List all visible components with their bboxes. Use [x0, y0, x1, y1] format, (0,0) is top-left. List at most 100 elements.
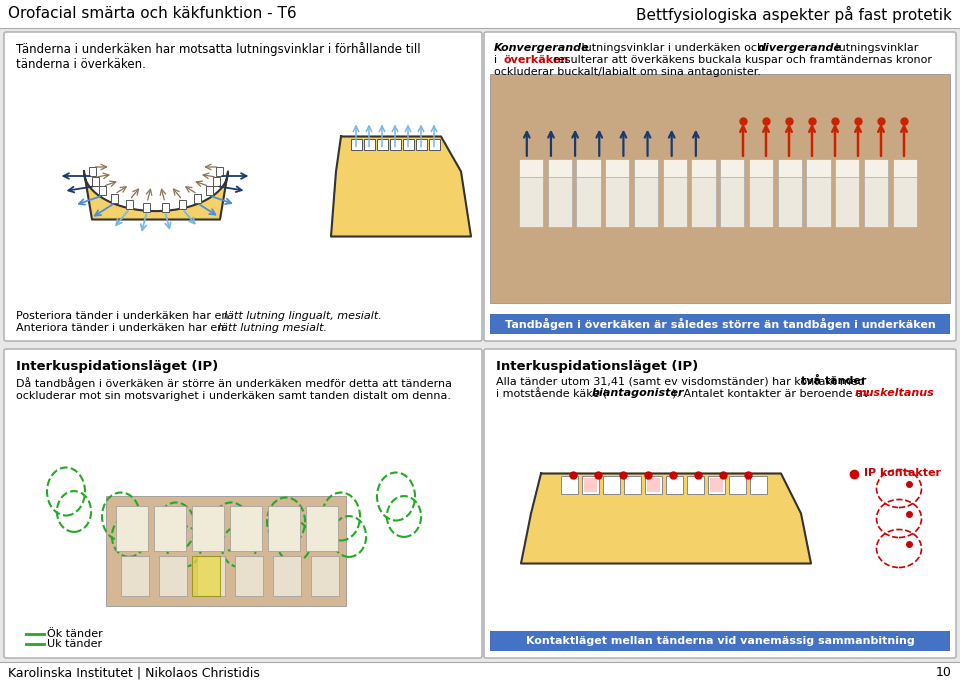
Bar [864, 177, 888, 227]
Bar [213, 177, 220, 186]
Bar [192, 506, 224, 551]
Text: Bettfysiologiska aspekter på fast protetik: Bettfysiologiska aspekter på fast protet… [636, 5, 952, 23]
Bar [634, 159, 659, 223]
FancyBboxPatch shape [484, 32, 956, 341]
Bar [547, 159, 572, 223]
Bar [230, 506, 262, 551]
Bar [403, 138, 414, 150]
Polygon shape [331, 137, 471, 237]
Bar [216, 167, 223, 176]
Text: Interkuspidationsläget (IP): Interkuspidationsläget (IP) [496, 360, 698, 373]
Bar [749, 177, 773, 227]
Text: Ök tänder: Ök tänder [47, 629, 103, 639]
Bar [268, 506, 300, 551]
Polygon shape [521, 473, 811, 564]
Bar [364, 138, 375, 150]
Bar [750, 475, 767, 493]
Text: överkäken: överkäken [504, 55, 569, 65]
Bar [518, 159, 543, 223]
Bar [806, 159, 830, 223]
Bar [518, 177, 543, 227]
Bar [778, 159, 802, 223]
Text: Tänderna i underkäken har motsatta lutningsvinklar i förhållande till
tänderna i: Tänderna i underkäken har motsatta lutni… [16, 42, 420, 71]
Bar [490, 314, 950, 334]
Bar [205, 187, 213, 196]
Bar [99, 187, 107, 196]
Bar [893, 159, 917, 223]
Bar [92, 177, 99, 186]
Bar [835, 159, 859, 223]
Bar [605, 177, 630, 227]
Text: IP kontakter: IP kontakter [864, 469, 941, 479]
Bar [835, 177, 859, 227]
Text: resulterar att överkäkens buckala kuspar och framtändernas kronor: resulterar att överkäkens buckala kuspar… [550, 55, 932, 65]
FancyBboxPatch shape [4, 349, 482, 658]
Bar [720, 159, 744, 223]
Bar [273, 556, 301, 596]
Bar [687, 475, 704, 493]
Bar [864, 159, 888, 223]
Bar [710, 477, 723, 492]
Bar [584, 477, 597, 492]
Bar [582, 475, 599, 493]
Text: Anteriora tänder i underkäken har en: Anteriora tänder i underkäken har en [16, 323, 228, 333]
Bar [645, 475, 662, 493]
Text: lätt lutning mesialt.: lätt lutning mesialt. [218, 323, 327, 333]
FancyBboxPatch shape [484, 349, 956, 658]
Text: Då tandbågen i överkäken är större än underkäken medför detta att tänderna
ocklu: Då tandbågen i överkäken är större än un… [16, 377, 452, 401]
Text: biantagonister: biantagonister [592, 388, 684, 398]
Text: Orofacial smärta och käkfunktion - T6: Orofacial smärta och käkfunktion - T6 [8, 7, 297, 21]
Bar [662, 177, 687, 227]
Bar [311, 556, 339, 596]
Bar [429, 138, 440, 150]
Text: två tänder: två tänder [801, 376, 866, 386]
Bar [708, 475, 725, 493]
Text: Alla tänder utom 31,41 (samt ev visdomständer) har kontakt med: Alla tänder utom 31,41 (samt ev visdomst… [496, 376, 868, 386]
Bar [106, 496, 346, 606]
Bar [121, 556, 149, 596]
Text: Uk tänder: Uk tänder [47, 639, 102, 649]
Bar [893, 177, 917, 227]
Bar [634, 177, 659, 227]
Bar [306, 506, 338, 551]
Bar [561, 475, 578, 493]
Bar [192, 556, 220, 596]
Bar [179, 200, 186, 209]
Bar [235, 556, 263, 596]
Bar [126, 200, 133, 209]
Bar [749, 159, 773, 223]
Text: Kontaktläget mellan tänderna vid vanemässig sammanbitning: Kontaktläget mellan tänderna vid vanemäs… [526, 636, 914, 646]
Bar [778, 177, 802, 227]
Bar [576, 177, 601, 227]
Bar [89, 167, 96, 176]
Bar [116, 506, 148, 551]
Bar [490, 74, 950, 303]
Bar [806, 177, 830, 227]
Text: Konvergerande: Konvergerande [494, 43, 589, 53]
Bar [154, 506, 186, 551]
Bar [143, 202, 151, 211]
Bar [624, 475, 641, 493]
Bar [666, 475, 683, 493]
Bar [691, 159, 716, 223]
Text: lätt lutning lingualt, mesialt.: lätt lutning lingualt, mesialt. [224, 311, 382, 321]
Text: lutningsvinklar i underkäken och: lutningsvinklar i underkäken och [578, 43, 768, 53]
Bar [390, 138, 401, 150]
Bar [159, 556, 187, 596]
Text: Karolinska Institutet | Nikolaos Christidis: Karolinska Institutet | Nikolaos Christi… [8, 666, 260, 679]
Text: ). Antalet kontakter är beroende av: ). Antalet kontakter är beroende av [672, 388, 873, 398]
Bar [720, 177, 744, 227]
Bar [547, 177, 572, 227]
Bar [197, 556, 225, 596]
FancyBboxPatch shape [4, 32, 482, 341]
Bar [377, 138, 388, 150]
Bar [416, 138, 427, 150]
Bar [351, 138, 362, 150]
Bar [194, 194, 201, 203]
Text: Tandbågen i överkäken är således större än tandbågen i underkäken: Tandbågen i överkäken är således större … [505, 318, 935, 330]
Bar [662, 159, 687, 223]
Bar [576, 159, 601, 223]
Bar [647, 477, 660, 492]
Bar [729, 475, 746, 493]
Bar [605, 159, 630, 223]
